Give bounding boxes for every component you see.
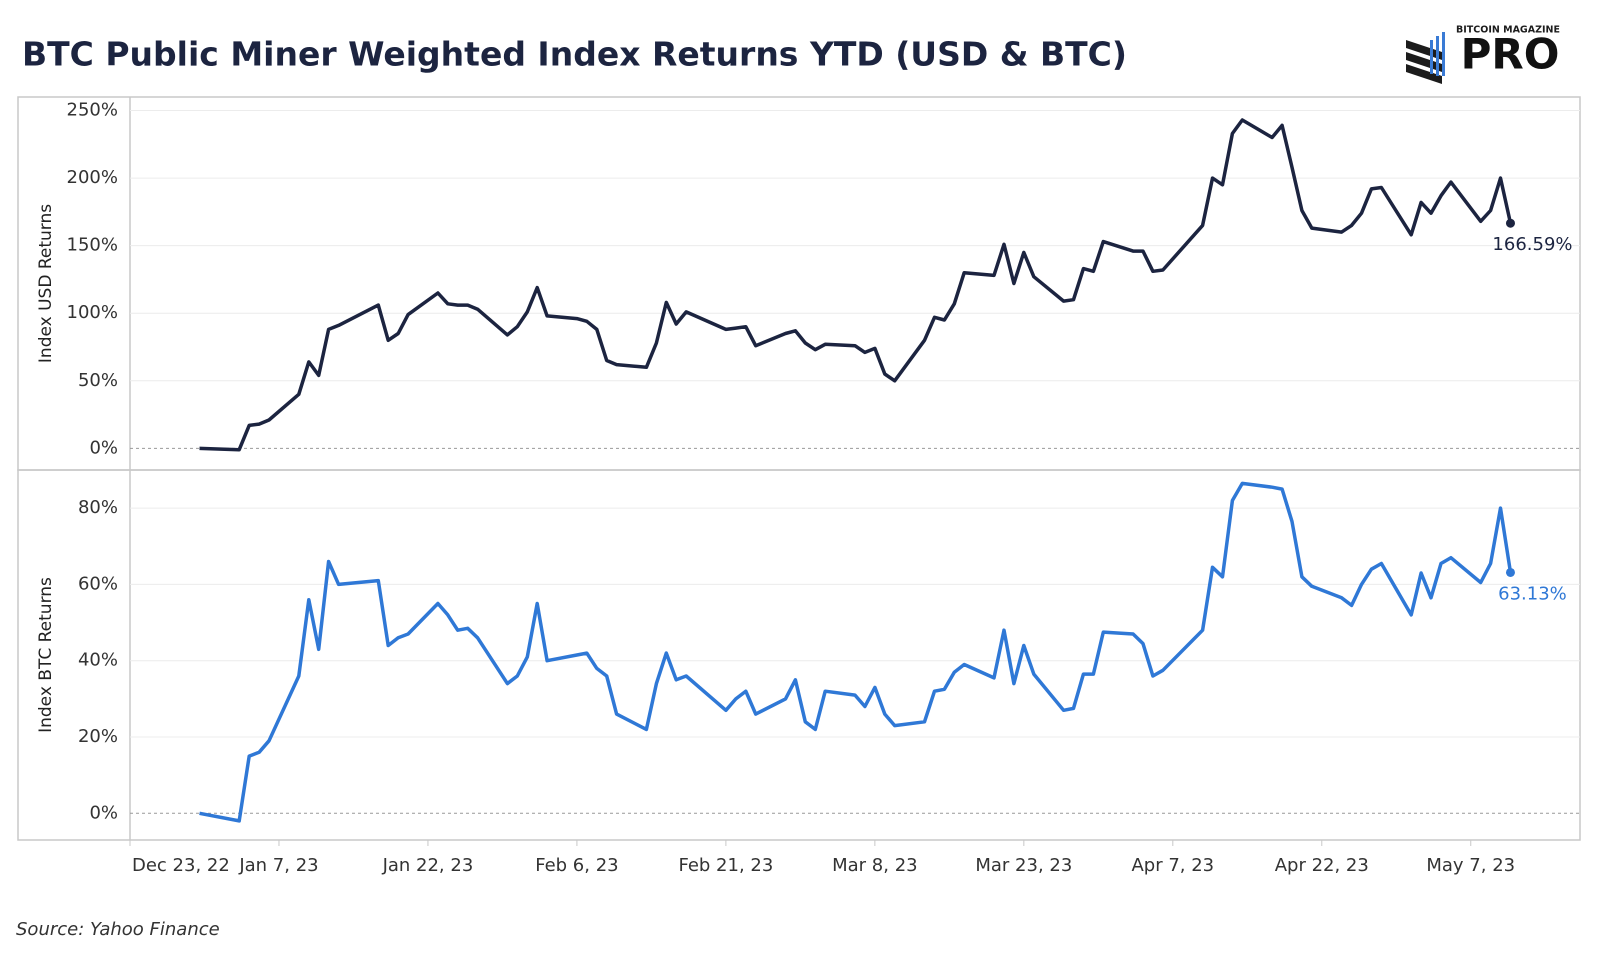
x-tick-label: Apr 7, 23 xyxy=(1131,855,1214,876)
source: Source: Yahoo Finance xyxy=(16,919,220,940)
x-tick-label: Dec 23, 22 xyxy=(132,855,230,876)
x-tick-label: Feb 6, 23 xyxy=(535,855,618,876)
x-tick-label: Mar 8, 23 xyxy=(832,855,917,876)
panel-frame xyxy=(17,469,1581,841)
data-line xyxy=(199,118,1513,452)
x-tick-label: Jan 22, 23 xyxy=(382,855,474,876)
x-tick-label: Mar 23, 23 xyxy=(975,855,1072,876)
y-tick-label: 150% xyxy=(67,235,118,256)
y-tick-label: 80% xyxy=(78,497,118,518)
logo-text: PRO xyxy=(1461,30,1560,79)
end-point xyxy=(1505,218,1515,228)
y-tick-label: 0% xyxy=(89,802,118,823)
y-tick-label: 60% xyxy=(78,573,118,594)
y-tick-label: 100% xyxy=(67,302,118,323)
logo-subtitle: BITCOIN MAGAZINE xyxy=(1456,25,1560,36)
y-tick-label: 200% xyxy=(67,167,118,188)
value-label: 166.59% xyxy=(1492,234,1572,255)
y-axis-label: Index USD Returns xyxy=(36,204,56,363)
end-point xyxy=(1505,567,1515,577)
y-tick-label: 50% xyxy=(78,370,118,391)
data-line xyxy=(199,481,1513,823)
y-axis-label: Index BTC Returns xyxy=(36,577,56,733)
logo: BITCOIN MAGAZINE PRO xyxy=(1406,25,1560,84)
x-tick-label: Feb 21, 23 xyxy=(678,855,773,876)
value-label: 63.13% xyxy=(1498,583,1567,604)
y-tick-label: 20% xyxy=(78,726,118,747)
y-tick-label: 0% xyxy=(89,437,118,458)
x-tick-label: Apr 22, 23 xyxy=(1275,855,1369,876)
x-tick-label: May 7, 23 xyxy=(1426,855,1515,876)
y-tick-label: 250% xyxy=(67,100,118,121)
panel-frame xyxy=(17,96,1581,471)
chart-title: BTC Public Miner Weighted Index Returns … xyxy=(22,35,1127,74)
x-tick-label: Jan 7, 23 xyxy=(238,855,318,876)
y-tick-label: 40% xyxy=(78,650,118,671)
